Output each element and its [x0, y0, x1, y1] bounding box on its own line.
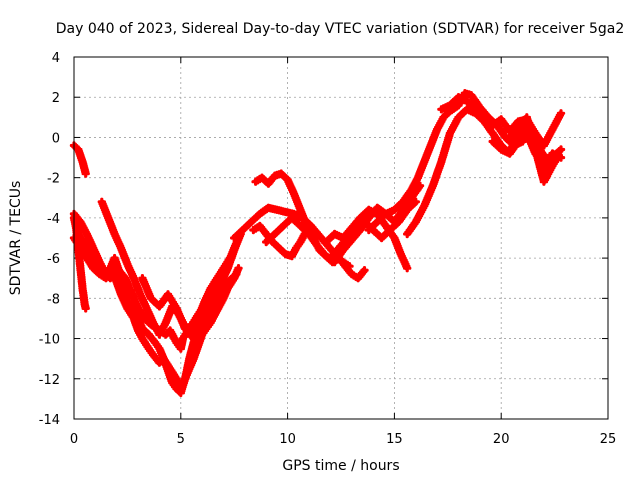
plot-frame [73, 56, 609, 420]
series-markers [262, 181, 425, 267]
x-tick-label: 25 [600, 432, 617, 447]
x-tick-label: 0 [70, 432, 78, 447]
y-tick-label: -4 [47, 212, 60, 227]
y-tick-label: -10 [39, 333, 60, 348]
x-tick-label: 15 [386, 432, 403, 447]
y-tick-label: -12 [39, 373, 60, 388]
series-markers [138, 270, 241, 343]
data-series [364, 89, 561, 235]
data-series [505, 121, 566, 170]
y-tick-label: -8 [47, 292, 60, 307]
x-tick-labels: 0 5 10 15 20 25 [70, 432, 616, 447]
y-tick-label: -14 [39, 413, 60, 428]
data-series [138, 270, 241, 343]
x-tick-label: 5 [177, 432, 185, 447]
series-markers [505, 121, 566, 170]
plot-area [69, 89, 566, 398]
y-tick-label: 0 [52, 131, 60, 146]
x-tick-label: 20 [493, 432, 510, 447]
chart-title: Day 040 of 2023, Sidereal Day-to-day VTE… [56, 21, 625, 37]
x-tick-label: 10 [279, 432, 296, 447]
y-tick-label: -2 [47, 172, 60, 187]
y-axis-label: SDTVAR / TECUs [8, 181, 24, 296]
y-tick-label: 2 [52, 91, 60, 106]
y-tick-label: -6 [47, 252, 60, 267]
x-axis-label: GPS time / hours [282, 458, 399, 474]
y-tick-labels: 4 2 0 -2 -4 -6 -8 -10 -12 -14 [39, 51, 60, 428]
series-markers [326, 197, 420, 263]
data-series [69, 141, 90, 178]
y-tick-label: 4 [52, 51, 60, 66]
